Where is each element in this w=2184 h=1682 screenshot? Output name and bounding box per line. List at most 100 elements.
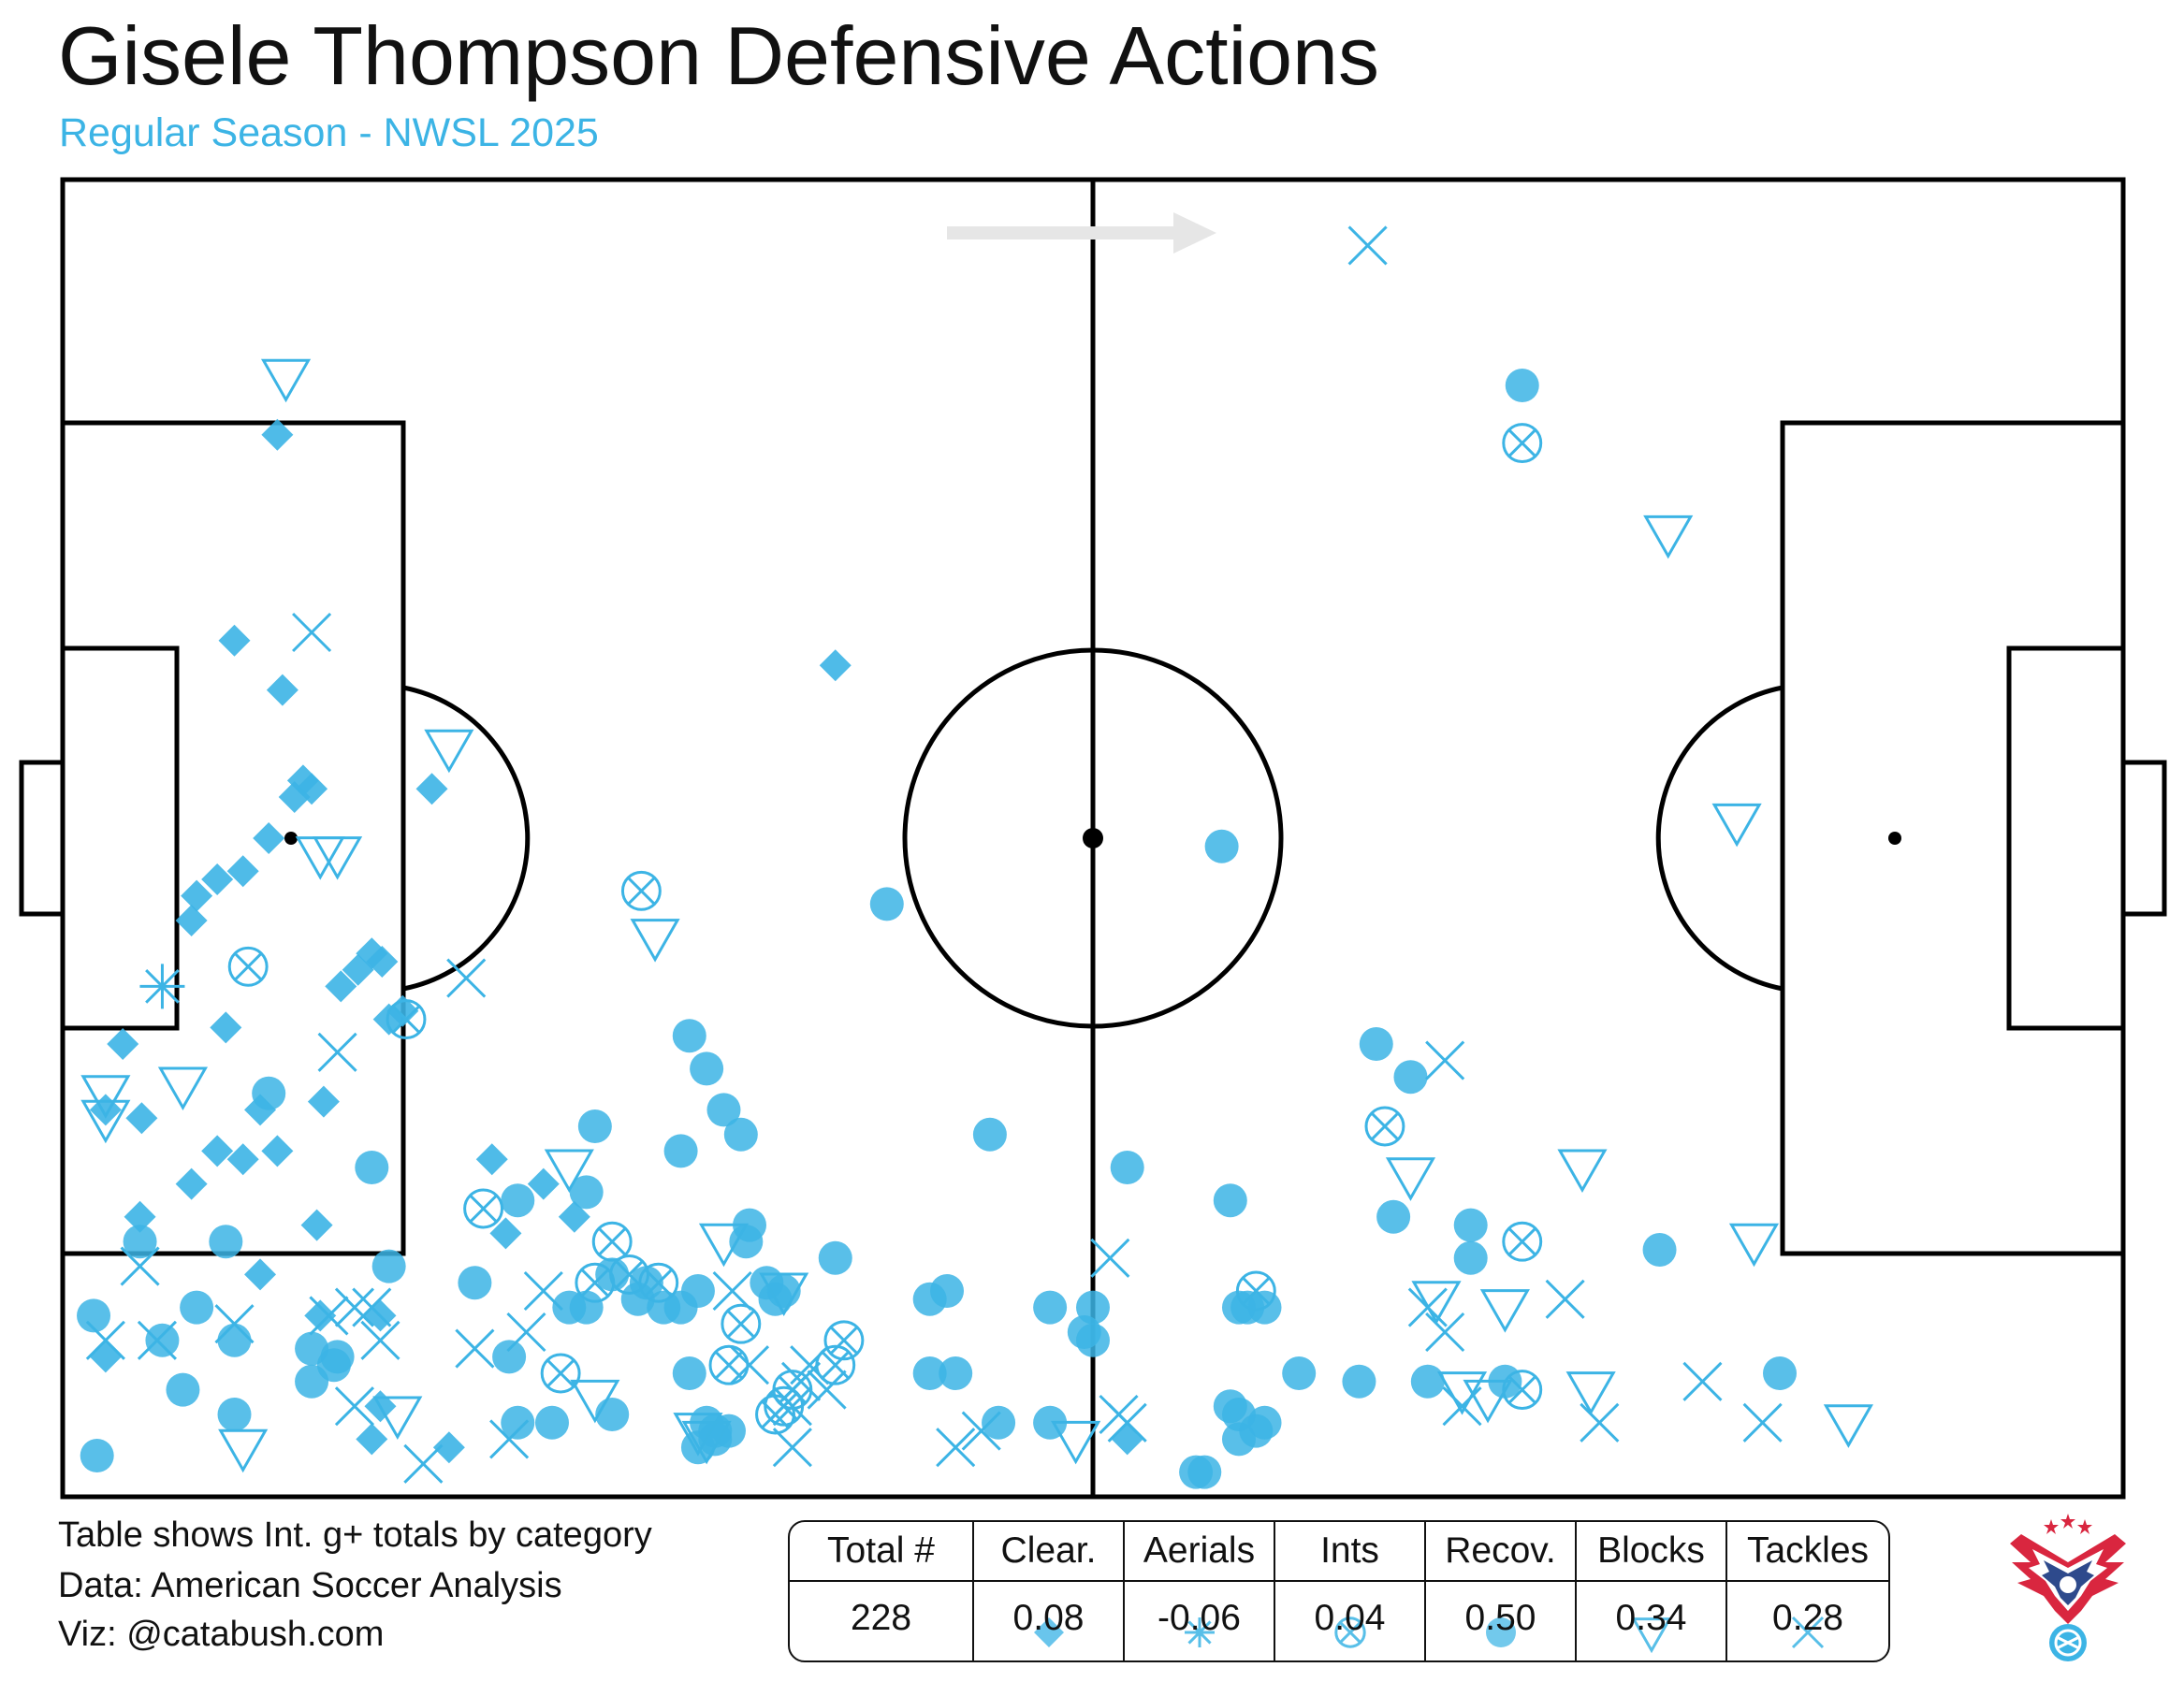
stats-header-ints: Ints	[1320, 1530, 1379, 1571]
circle-marker	[180, 1290, 214, 1325]
diamond-marker	[226, 1143, 259, 1176]
circle-marker	[1213, 1389, 1247, 1424]
diamond-marker	[226, 855, 259, 888]
diamond-marker	[558, 1200, 590, 1233]
triangle-marker	[80, 1075, 131, 1119]
triangle-marker	[673, 1413, 723, 1457]
circle-marker	[80, 1439, 114, 1472]
circle-marker	[930, 1274, 965, 1308]
circle-marker	[501, 1405, 535, 1440]
right-penalty-spot	[1888, 832, 1901, 845]
page-title: Gisele Thompson Defensive Actions	[58, 9, 1379, 102]
circle-x-marker	[1502, 1221, 1543, 1262]
stats-value-recov: 0.50	[1464, 1598, 1536, 1638]
right-six-yard-box	[2006, 645, 2126, 1031]
x-marker	[1442, 1386, 1482, 1427]
x-marker	[1107, 1402, 1147, 1443]
triangle-marker	[570, 1379, 620, 1424]
diamond-marker	[325, 970, 357, 1003]
circle-x-marker	[227, 946, 269, 987]
triangle-marker	[1411, 1281, 1462, 1325]
asterisk-marker	[139, 964, 185, 1009]
circle-marker	[1221, 1422, 1256, 1457]
triangle-marker	[544, 1149, 594, 1194]
table-note: Table shows Int. g+ totals by category	[58, 1515, 652, 1555]
circle-marker	[1204, 829, 1239, 863]
circle-marker	[663, 1134, 698, 1168]
header-divider	[1577, 1580, 1725, 1582]
diamond-marker	[253, 822, 285, 854]
circle-marker	[972, 1117, 1007, 1152]
circle-x-marker	[1502, 423, 1543, 464]
header-divider	[1727, 1580, 1888, 1582]
circle-marker	[1453, 1208, 1488, 1242]
pitch-chart	[19, 177, 2167, 1500]
x-marker	[729, 1345, 770, 1385]
x-marker	[772, 1428, 812, 1468]
x-marker	[137, 1320, 177, 1360]
stats-value-total: 228	[850, 1598, 912, 1638]
triangle-marker	[630, 919, 680, 963]
x-marker	[1580, 1402, 1620, 1443]
asterisk-icon	[1184, 1617, 1215, 1647]
diamond-marker	[175, 905, 208, 936]
x-marker	[455, 1328, 495, 1369]
circle-x-marker	[591, 1221, 633, 1262]
diamond-marker	[181, 879, 213, 912]
circle-marker	[1359, 1027, 1393, 1061]
diamond-marker	[261, 1135, 294, 1167]
x-marker	[334, 1287, 375, 1327]
x-marker	[807, 1370, 847, 1410]
circle-x-icon	[1333, 1617, 1366, 1648]
diamond-marker	[432, 1431, 465, 1464]
triangle-marker	[295, 836, 345, 880]
chart-markers	[77, 225, 1873, 1489]
circle-x-marker	[540, 1353, 581, 1394]
circle-marker	[1110, 1151, 1144, 1184]
triangle-marker	[759, 1272, 809, 1317]
stats-value-blocks: 0.34	[1615, 1598, 1687, 1638]
diamond-marker	[527, 1167, 560, 1200]
circle-marker	[1076, 1323, 1110, 1357]
circle-marker	[723, 1117, 758, 1152]
stats-value-tackles: 0.28	[1772, 1598, 1843, 1638]
circle-marker	[629, 1266, 663, 1300]
diamond-marker	[489, 1217, 522, 1250]
x-marker	[352, 1287, 392, 1327]
stats-col-ints: Ints 0.04	[1274, 1522, 1424, 1660]
stats-value-clear: 0.08	[1012, 1598, 1085, 1638]
data-source: Data: American Soccer Analysis	[58, 1566, 562, 1605]
triangle-marker	[1823, 1404, 1873, 1448]
x-marker	[936, 1428, 976, 1468]
x-marker	[1407, 1287, 1448, 1327]
center-circle	[902, 647, 1284, 1029]
diamond-marker	[201, 863, 234, 895]
circle-marker	[355, 1151, 389, 1184]
circle-marker	[680, 1274, 715, 1308]
circle-marker	[1393, 1060, 1428, 1095]
stats-col-tackles: Tackles 0.28	[1725, 1522, 1888, 1660]
stats-header-tackles: Tackles	[1746, 1530, 1870, 1571]
x-marker	[85, 1320, 125, 1360]
x-marker	[1425, 1040, 1465, 1080]
triangle-marker	[1643, 515, 1694, 559]
stats-col-aerials: Aerials -0.06	[1123, 1522, 1274, 1660]
header-divider	[1125, 1580, 1274, 1582]
circle-marker	[252, 1076, 286, 1110]
triangle-marker	[313, 836, 363, 880]
circle-marker	[569, 1290, 604, 1325]
circle-marker	[1247, 1405, 1282, 1440]
header-divider	[790, 1580, 972, 1582]
series-asterisk	[139, 964, 185, 1009]
x-marker	[1090, 1238, 1130, 1278]
eagle-crest-logo-icon	[2010, 1514, 2126, 1661]
pitch-lines	[19, 177, 2167, 1500]
x-marker	[772, 1386, 812, 1427]
diamond-marker	[124, 1200, 156, 1233]
left-six-yard-box	[60, 645, 180, 1031]
circle-marker	[869, 887, 904, 921]
circle-marker	[1342, 1364, 1376, 1399]
circle-x-marker	[764, 1385, 805, 1427]
x-marker	[292, 612, 332, 653]
x-marker	[334, 1386, 375, 1427]
